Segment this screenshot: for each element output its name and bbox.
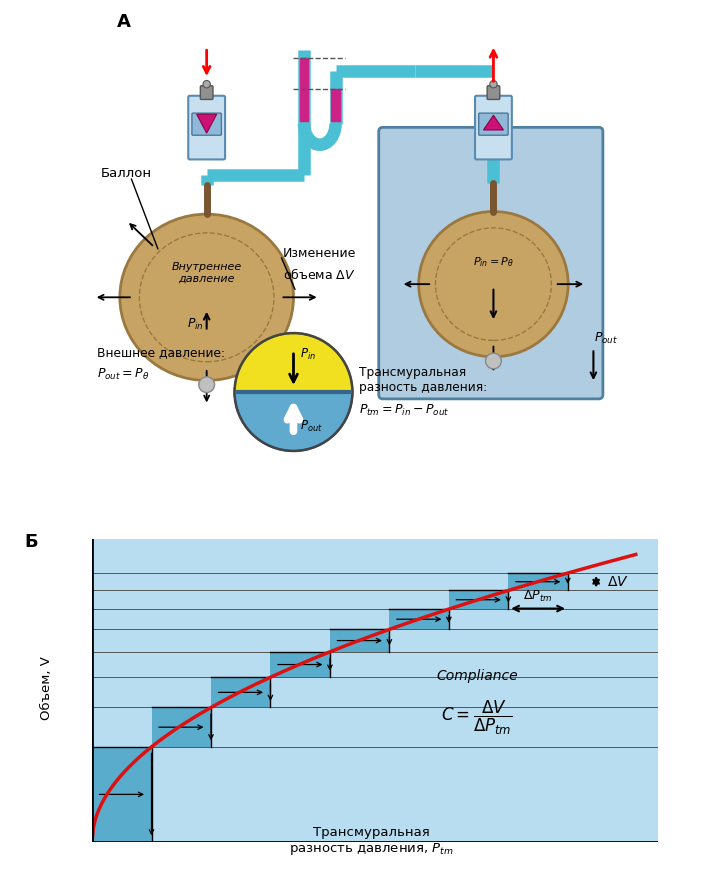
Text: Compliance: Compliance <box>436 668 518 682</box>
Text: $\Delta V$: $\Delta V$ <box>607 574 629 588</box>
Bar <box>449 590 508 609</box>
Circle shape <box>203 81 210 88</box>
Text: Трансмуральная
разность давления, $P_{tm}$: Трансмуральная разность давления, $P_{tm… <box>290 826 454 858</box>
Bar <box>330 630 389 652</box>
FancyBboxPatch shape <box>379 127 603 399</box>
Bar <box>508 573 568 590</box>
Text: Внешнее давление:: Внешнее давление: <box>97 346 225 360</box>
Text: $\Delta P_{tm}$: $\Delta P_{tm}$ <box>523 589 553 604</box>
Bar <box>92 747 152 842</box>
Bar <box>389 609 449 630</box>
Text: $P_{tm} = P_{in} - P_{out}$: $P_{tm} = P_{in} - P_{out}$ <box>359 403 450 417</box>
Wedge shape <box>234 333 353 392</box>
Text: Баллон: Баллон <box>101 168 152 180</box>
Text: $P_{in}$: $P_{in}$ <box>187 317 204 332</box>
FancyBboxPatch shape <box>200 86 213 99</box>
FancyBboxPatch shape <box>192 113 222 135</box>
Text: А: А <box>118 13 131 32</box>
Polygon shape <box>197 114 217 133</box>
Ellipse shape <box>418 211 568 357</box>
Bar <box>270 652 330 677</box>
Text: $C = \dfrac{\Delta V}{\Delta P_{tm}}$: $C = \dfrac{\Delta V}{\Delta P_{tm}}$ <box>441 699 513 737</box>
Ellipse shape <box>120 214 294 381</box>
Text: Трансмуральная
разность давления:: Трансмуральная разность давления: <box>359 366 487 394</box>
Text: $P_{out}$: $P_{out}$ <box>299 418 323 434</box>
Circle shape <box>486 353 501 369</box>
Circle shape <box>199 377 215 393</box>
Bar <box>152 708 211 747</box>
FancyBboxPatch shape <box>487 86 500 99</box>
Text: $P_{out}$: $P_{out}$ <box>595 332 619 346</box>
FancyBboxPatch shape <box>475 96 512 160</box>
Text: объема $\Delta V$: объема $\Delta V$ <box>283 267 356 282</box>
Text: $P_{in}$: $P_{in}$ <box>299 346 316 361</box>
Bar <box>211 677 270 708</box>
Text: $P_{out} = P_\theta$: $P_{out} = P_\theta$ <box>97 367 149 382</box>
Text: Б: Б <box>25 533 38 552</box>
Polygon shape <box>484 115 503 130</box>
Text: Объем, V: Объем, V <box>40 657 52 720</box>
Text: Изменение: Изменение <box>283 247 357 260</box>
Wedge shape <box>234 392 353 451</box>
Circle shape <box>490 81 497 88</box>
Text: $P_{in} = P_\theta$: $P_{in} = P_\theta$ <box>473 255 514 269</box>
Text: Внутреннее
давление: Внутреннее давление <box>171 261 242 283</box>
FancyBboxPatch shape <box>188 96 225 160</box>
FancyBboxPatch shape <box>479 113 508 135</box>
